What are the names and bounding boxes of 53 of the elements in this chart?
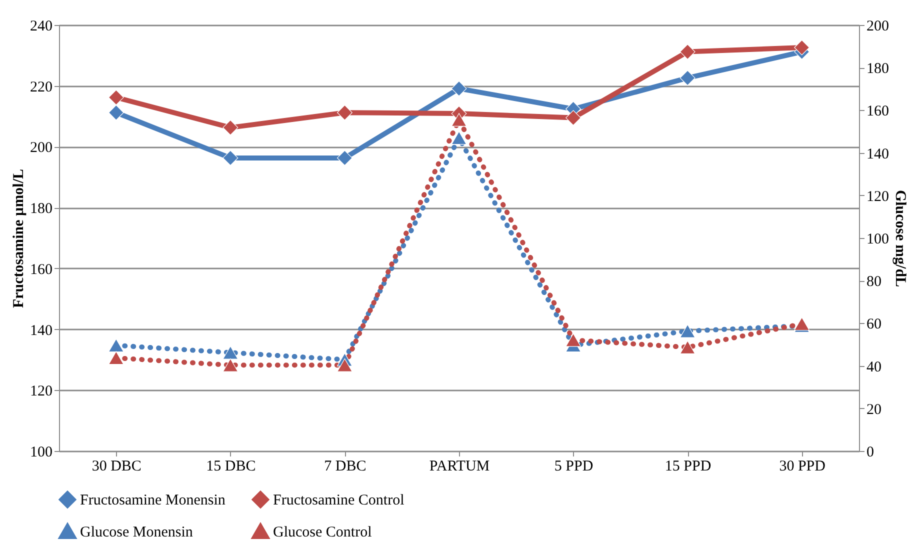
point — [337, 150, 352, 166]
y2-tick-label: 200 — [866, 18, 889, 34]
legend-label: Fructosamine Control — [273, 492, 404, 509]
x-tick-label: 15 PPD — [664, 458, 712, 474]
point — [680, 324, 696, 338]
y-axis-title: Fructosamine µmol/L — [11, 168, 27, 308]
y-tick-label: 120 — [30, 384, 52, 400]
point — [451, 80, 467, 96]
point — [794, 40, 810, 56]
point — [222, 358, 238, 372]
point — [108, 351, 124, 365]
point — [566, 333, 581, 347]
y2-tick-label: 20 — [866, 402, 882, 418]
point — [108, 90, 124, 106]
x-tick-label: 30 PPD — [779, 458, 826, 474]
point — [680, 340, 696, 354]
y2-tick-label: 0 — [866, 444, 874, 460]
point — [680, 70, 696, 86]
point — [680, 44, 696, 60]
y2-tick-label: 180 — [866, 61, 889, 78]
y2-tick-label: 160 — [866, 104, 889, 120]
x-tick-label: 7 DBC — [324, 458, 366, 474]
legend-label: Glucose Control — [273, 524, 372, 540]
y2-tick-label: 120 — [866, 188, 889, 205]
x-tick-label: PARTUM — [429, 458, 490, 474]
y2-tick-label: 60 — [866, 316, 882, 333]
y2-tick-label: 140 — [866, 146, 889, 162]
y-tick-label: 140 — [30, 322, 52, 339]
point — [222, 150, 238, 166]
y-tick-label: 220 — [30, 79, 52, 96]
y2-tick-label: 100 — [866, 232, 889, 248]
point — [451, 131, 467, 145]
point — [451, 113, 467, 127]
y-tick-label: 200 — [30, 140, 52, 156]
legend-label: Glucose Monensin — [80, 524, 194, 540]
y2-tick-label: 80 — [866, 274, 882, 290]
y-tick-label: 100 — [30, 444, 52, 460]
point — [222, 346, 238, 360]
point — [222, 120, 238, 136]
y-tick-label: 240 — [30, 18, 52, 34]
point — [566, 110, 581, 126]
x-tick-label: 5 PPD — [554, 458, 594, 474]
x-tick-label: 15 DBC — [206, 458, 256, 474]
point — [337, 104, 352, 120]
point — [108, 104, 124, 120]
x-tick-label: 30 DBC — [92, 458, 142, 474]
y-tick-label: 160 — [30, 262, 52, 278]
y-tick-label: 180 — [30, 201, 52, 218]
point — [108, 338, 124, 352]
y2-tick-label: 40 — [866, 359, 882, 376]
y2-axis-title: Glucose mg/dL — [892, 190, 908, 288]
point — [337, 358, 352, 372]
legend-label: Fructosamine Monensin — [80, 492, 226, 509]
